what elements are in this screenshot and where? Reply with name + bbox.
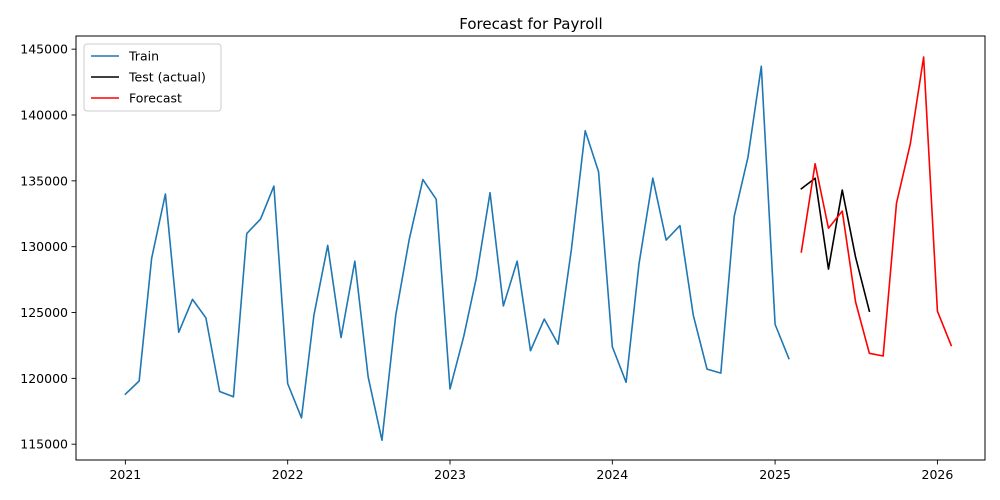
legend-label-forecast: Forecast	[129, 91, 182, 106]
y-tick-label: 145000	[20, 42, 68, 57]
y-tick-label: 120000	[20, 371, 68, 386]
legend-label-train: Train	[128, 49, 159, 64]
series-line-train	[124, 65, 790, 442]
legend-box	[83, 43, 222, 112]
x-tick-label: 2026	[922, 467, 954, 482]
x-tick-label: 2024	[596, 467, 628, 482]
legend: Train Test (actual) Forecast	[83, 43, 222, 112]
y-tick-label: 135000	[20, 173, 68, 188]
series-line-forecast	[800, 56, 953, 357]
plot-frame	[75, 35, 986, 461]
y-tick-label: 115000	[20, 437, 68, 452]
series-layer	[124, 56, 953, 442]
y-tick-label: 125000	[20, 305, 68, 320]
y-tick-label: 130000	[20, 239, 68, 254]
x-tick-label: 2021	[109, 467, 141, 482]
legend-label-test-actual: Test (actual)	[128, 70, 206, 85]
y-axis: 115000 120000 125000 130000 135000 140000 1450…	[20, 42, 76, 452]
x-tick-label: 2022	[272, 467, 304, 482]
x-axis: 2021 2022 2023 2024 2025 2026	[109, 460, 953, 482]
x-tick-label: 2025	[759, 467, 791, 482]
chart-title: Forecast for Payroll	[459, 15, 602, 33]
series-line-test-actual	[800, 177, 871, 313]
y-tick-label: 140000	[20, 108, 68, 123]
x-tick-label: 2023	[434, 467, 466, 482]
